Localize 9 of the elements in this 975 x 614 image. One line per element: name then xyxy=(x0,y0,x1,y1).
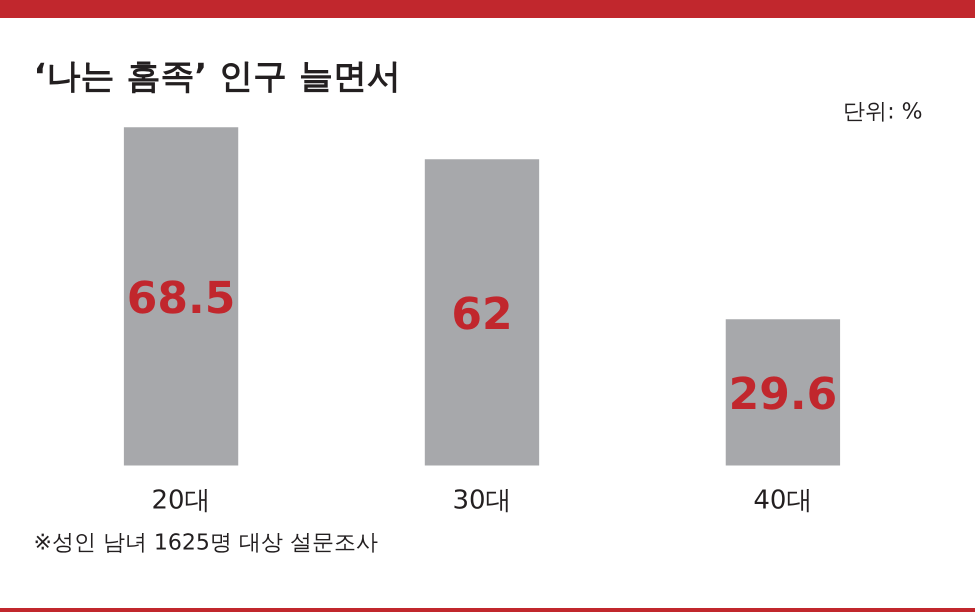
text: 단위: % xyxy=(843,100,923,124)
x-tick-label: 30대 xyxy=(452,486,512,516)
chart-title: ‘나는 홈족’ 인구 늘면서 xyxy=(34,56,401,96)
x-tick-label: 20대 xyxy=(152,486,211,516)
data-label: 62 xyxy=(451,288,513,340)
data-label: 68.5 xyxy=(126,272,236,324)
text: ※성인 남녀 1625명 대상 설문조사 xyxy=(34,530,378,556)
x-tick-label: 40대 xyxy=(753,486,812,516)
data-label: 29.6 xyxy=(728,368,838,420)
